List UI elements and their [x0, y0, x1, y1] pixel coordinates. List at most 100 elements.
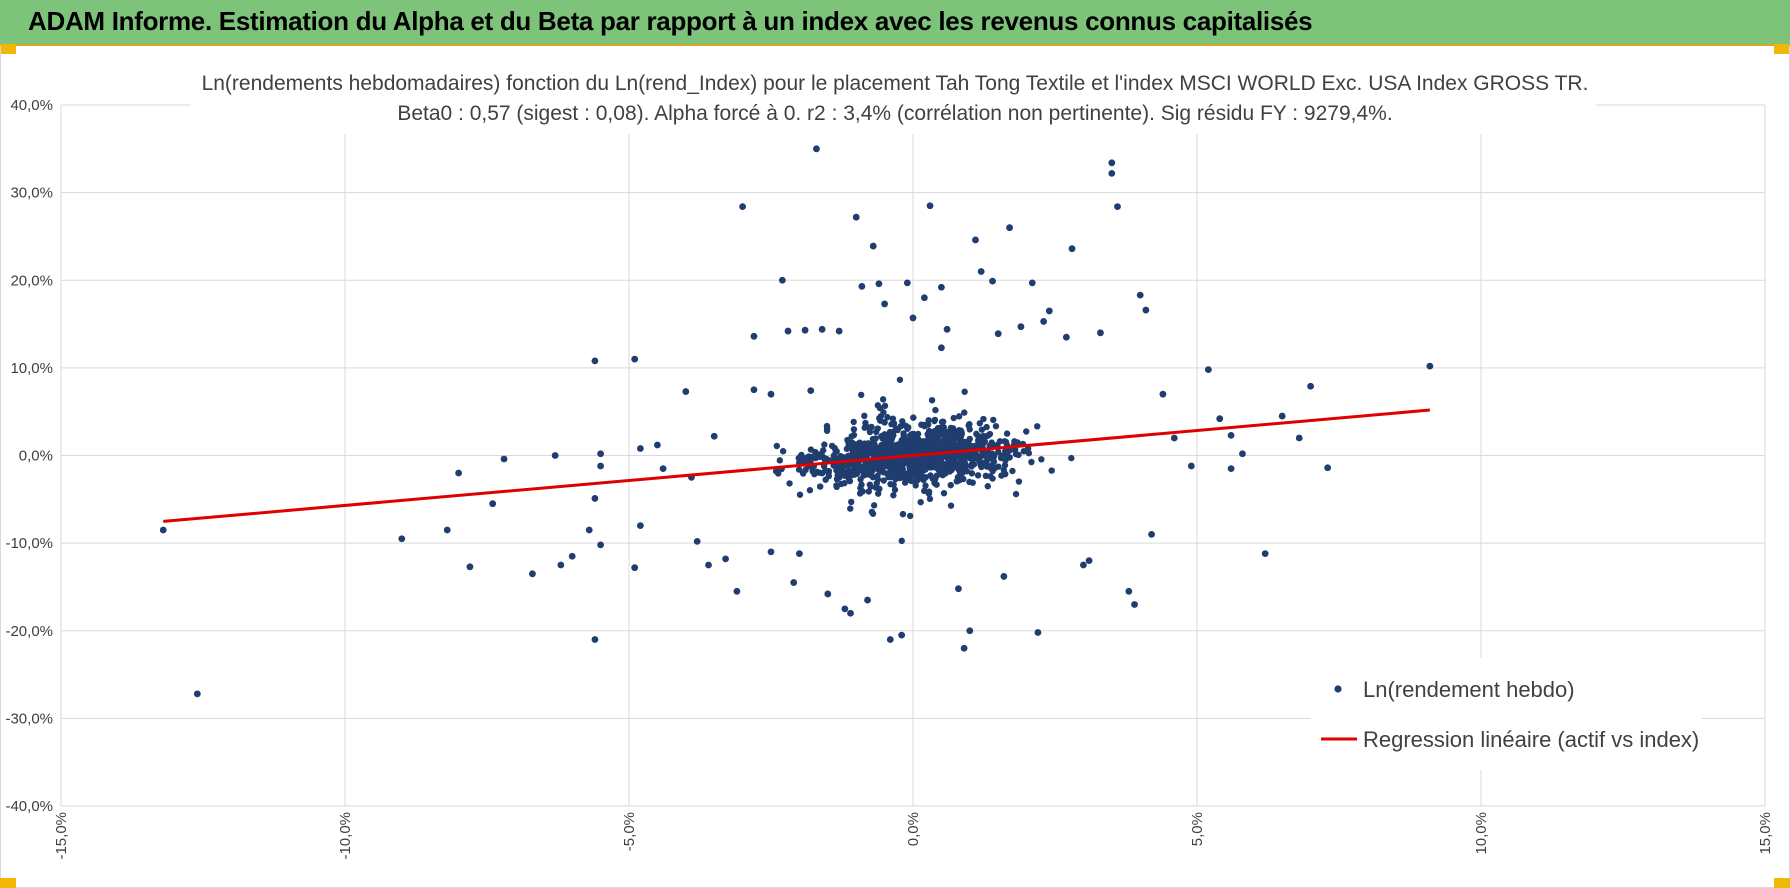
- data-point-cluster: [1025, 449, 1033, 457]
- data-point-cluster: [926, 440, 933, 447]
- data-point-cluster: [914, 430, 922, 438]
- data-point: [1216, 415, 1224, 423]
- data-point-cluster: [943, 435, 951, 442]
- data-point: [1108, 169, 1116, 177]
- data-point-cluster: [925, 458, 932, 466]
- data-point-cluster: [918, 457, 926, 465]
- data-point: [960, 644, 968, 652]
- y-tick-label: 20,0%: [10, 272, 53, 289]
- data-point-cluster: [880, 477, 887, 484]
- data-point-cluster: [932, 457, 939, 464]
- data-point-cluster: [861, 462, 868, 469]
- data-point: [710, 432, 718, 440]
- data-point-cluster: [850, 418, 857, 426]
- data-point-cluster: [786, 480, 793, 487]
- data-point-cluster: [878, 442, 886, 449]
- y-tick-label: -10,0%: [5, 535, 53, 552]
- data-points: [159, 145, 1434, 698]
- data-point-cluster: [918, 421, 925, 428]
- data-point-cluster: [874, 425, 881, 432]
- data-point-cluster: [865, 442, 872, 449]
- data-point: [943, 325, 951, 333]
- data-point-cluster: [805, 453, 812, 460]
- scatter-chart: 40,0% 30,0% 20,0% 10,0% 0,0% -10,0% -20,0% -30,…: [5, 66, 1774, 860]
- data-point-cluster: [966, 454, 973, 462]
- data-point: [693, 537, 701, 545]
- data-point: [1261, 550, 1269, 558]
- data-point-cluster: [1009, 467, 1016, 475]
- data-point-cluster: [846, 477, 854, 485]
- data-point-cluster: [992, 422, 1000, 430]
- data-point: [466, 563, 474, 571]
- data-point-cluster: [823, 425, 831, 432]
- data-point: [631, 355, 639, 363]
- data-point-cluster: [861, 412, 868, 420]
- data-point-cluster: [880, 409, 887, 416]
- data-point-cluster: [879, 396, 887, 403]
- data-point-cluster: [890, 468, 897, 476]
- data-point-cluster: [950, 414, 957, 422]
- y-tick-label: 0,0%: [19, 448, 53, 465]
- data-point-cluster: [862, 419, 869, 427]
- data-point-cluster: [891, 486, 899, 493]
- data-point-cluster: [868, 423, 875, 431]
- data-point-cluster: [825, 472, 833, 480]
- data-point-cluster: [857, 485, 864, 492]
- data-point-cluster: [950, 441, 958, 448]
- data-point-cluster: [949, 425, 957, 433]
- data-point-cluster: [899, 418, 906, 425]
- data-point-cluster: [850, 426, 858, 433]
- data-point-cluster: [830, 452, 837, 459]
- y-tick-label: -40,0%: [5, 798, 53, 815]
- data-point: [1108, 159, 1116, 167]
- x-tick-label: 10,0%: [1473, 812, 1490, 855]
- data-point: [824, 590, 832, 598]
- data-point-cluster: [847, 505, 854, 512]
- data-point-cluster: [809, 468, 816, 475]
- data-point-cluster: [876, 485, 883, 493]
- data-point-cluster: [881, 461, 888, 469]
- data-point-cluster: [944, 429, 951, 436]
- data-point-cluster: [925, 490, 933, 497]
- data-point-cluster: [978, 452, 985, 460]
- data-point: [1187, 462, 1195, 470]
- data-point-cluster: [908, 467, 916, 475]
- corner-marker-bottom-left: [0, 878, 16, 888]
- data-point-cluster: [865, 488, 872, 495]
- data-point: [1426, 362, 1434, 370]
- data-point-cluster: [968, 470, 976, 477]
- data-point-cluster: [841, 472, 848, 479]
- data-point: [654, 441, 661, 449]
- data-point: [835, 327, 843, 335]
- data-point-cluster: [851, 469, 858, 477]
- data-point-cluster: [976, 420, 984, 427]
- data-point-cluster: [887, 473, 895, 481]
- data-point: [1006, 224, 1013, 232]
- y-tick-label: -30,0%: [5, 710, 53, 727]
- legend-marker-scatter: [1334, 685, 1342, 693]
- data-point-cluster: [905, 424, 912, 431]
- data-point: [631, 564, 639, 572]
- data-point-cluster: [1000, 466, 1008, 474]
- data-point-cluster: [940, 489, 948, 497]
- data-point-cluster: [968, 463, 975, 470]
- data-point: [659, 465, 667, 473]
- data-point-cluster: [887, 480, 894, 488]
- data-point: [903, 279, 911, 287]
- data-point-cluster: [822, 467, 829, 474]
- data-point-cluster: [855, 441, 862, 449]
- data-point: [636, 445, 644, 452]
- data-point-cluster: [931, 417, 938, 425]
- data-point: [1227, 431, 1235, 439]
- data-point-cluster: [776, 457, 784, 464]
- data-point-cluster: [876, 404, 884, 412]
- data-point-cluster: [1028, 458, 1035, 466]
- data-point-cluster: [921, 487, 928, 495]
- data-point-cluster: [1003, 430, 1011, 437]
- data-point-cluster: [1038, 456, 1045, 463]
- data-point: [1062, 333, 1070, 341]
- data-point-cluster: [868, 508, 876, 516]
- data-point: [750, 332, 758, 340]
- data-point-cluster: [835, 471, 843, 479]
- data-point: [500, 455, 508, 463]
